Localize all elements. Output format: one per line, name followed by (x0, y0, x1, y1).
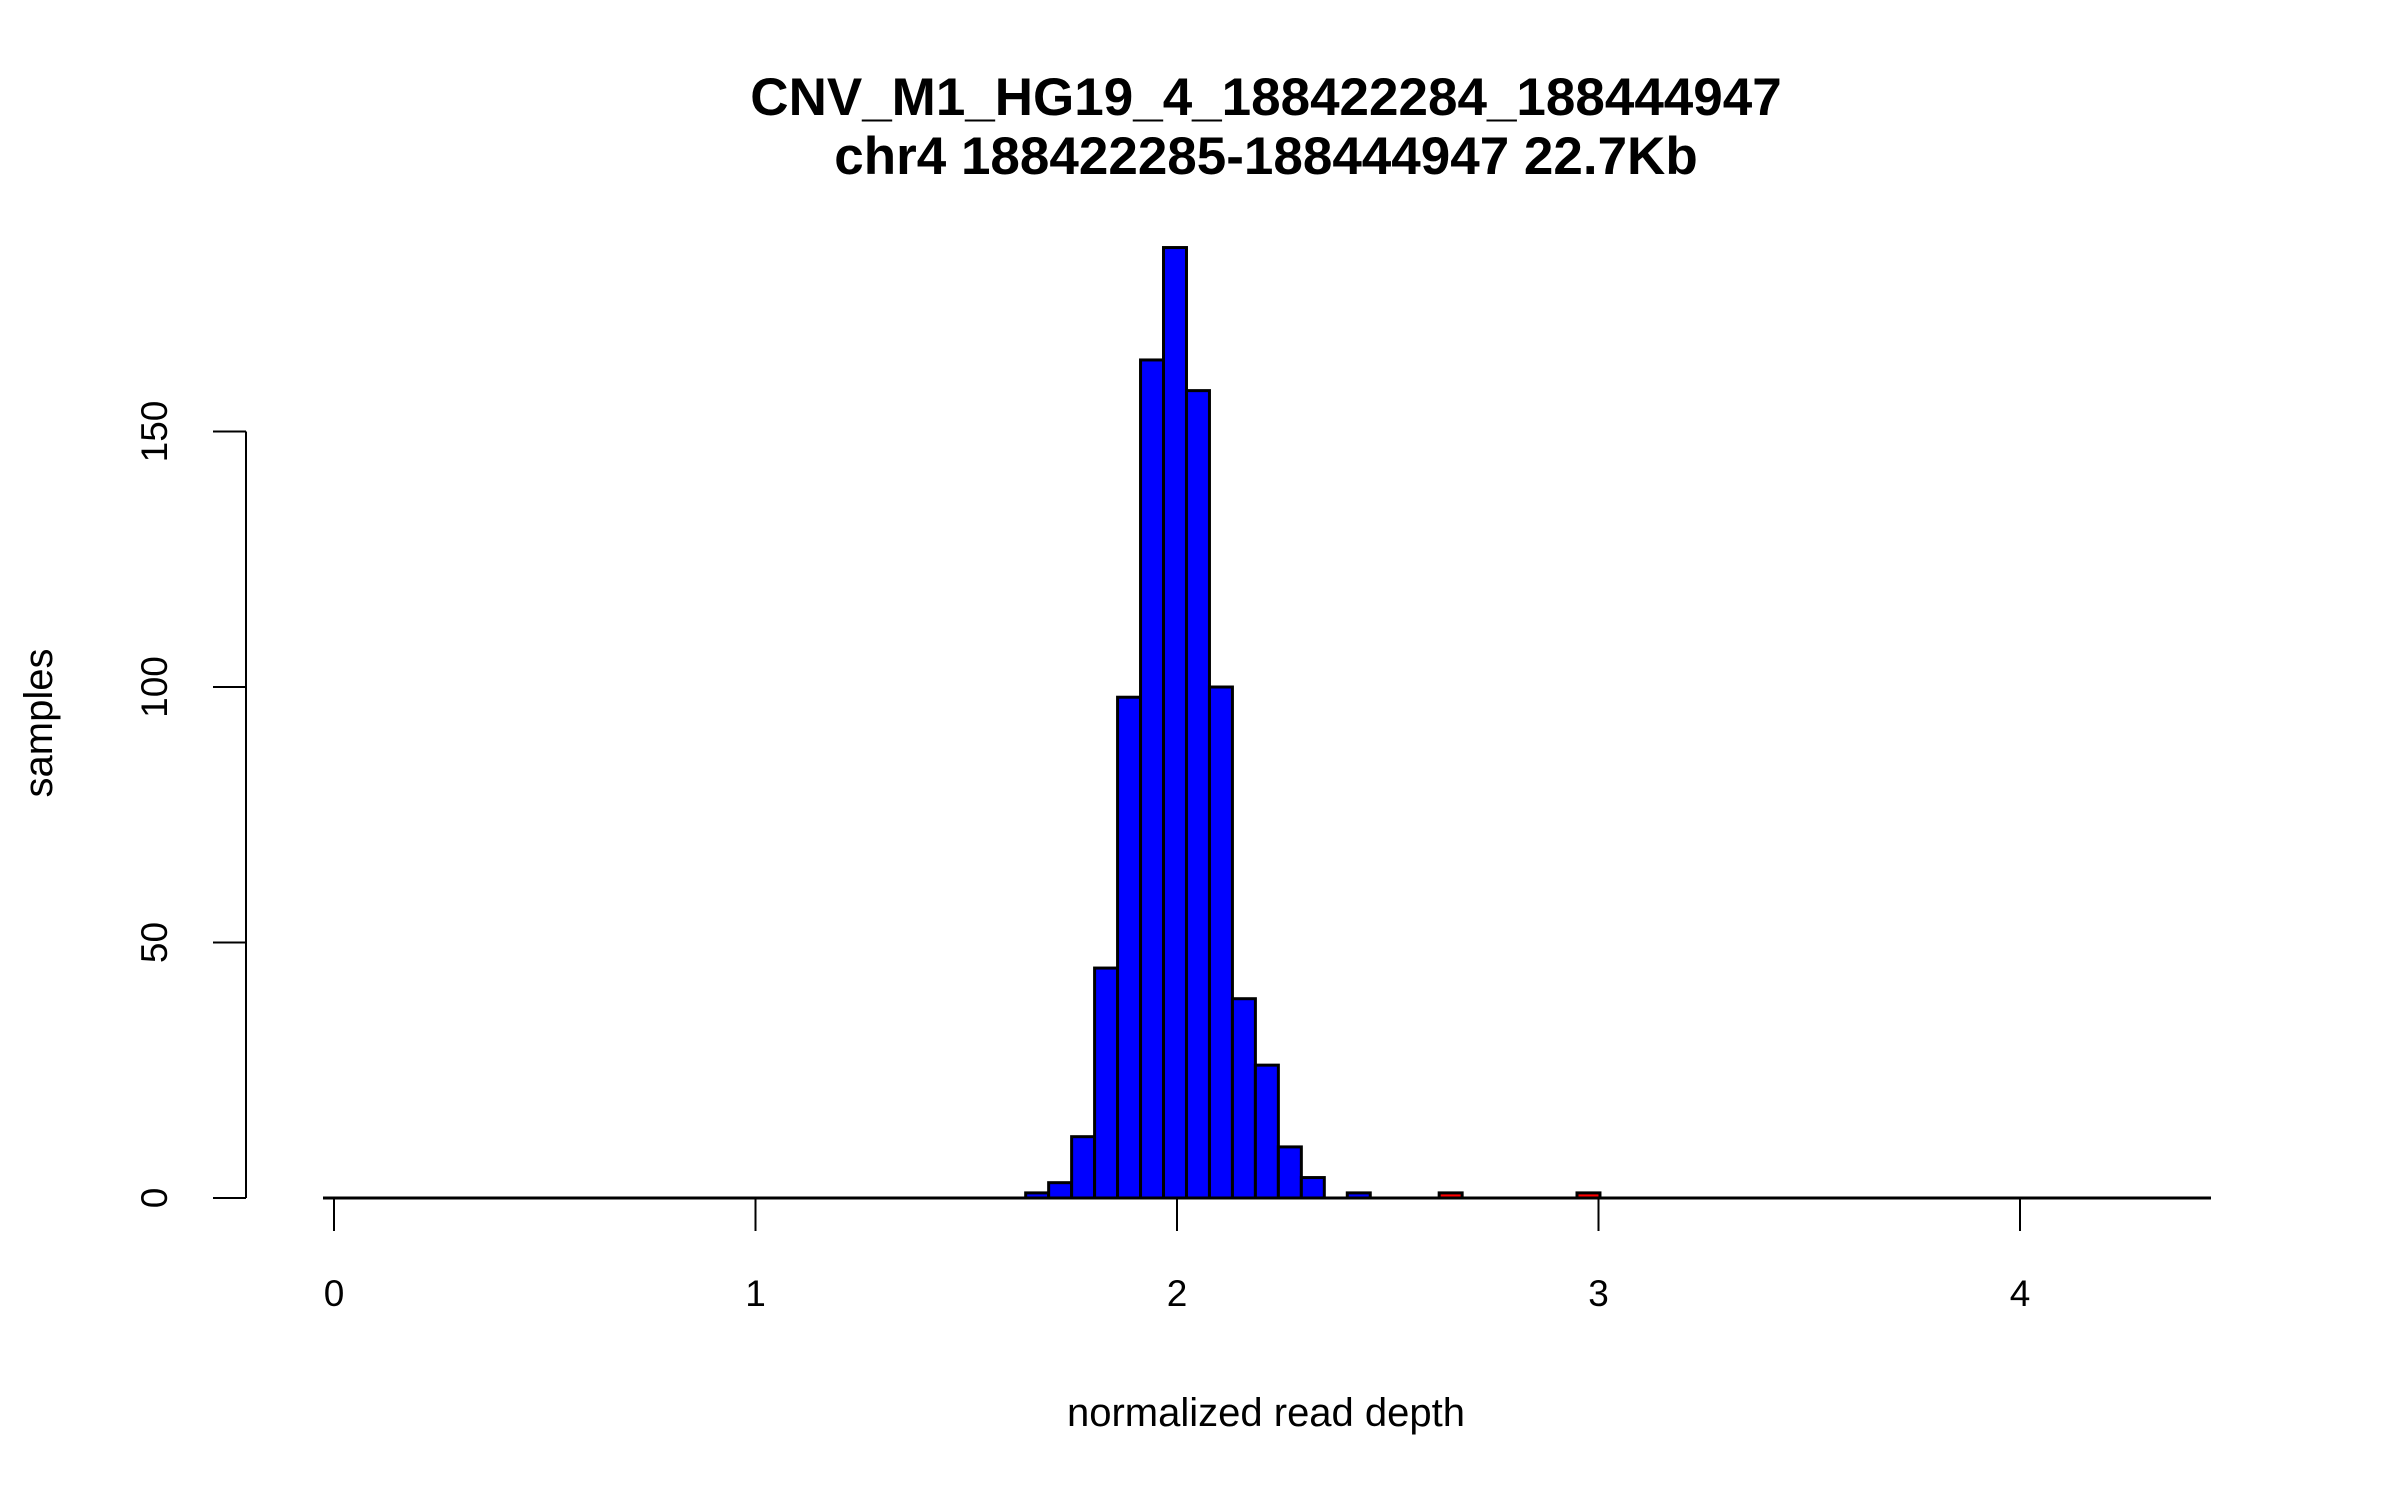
x-tick-label: 2 (1167, 1273, 1188, 1314)
histogram-bar (1070, 1135, 1097, 1200)
y-tick-label: 100 (134, 656, 175, 718)
x-axis: 0 1 2 3 4 (324, 1198, 2031, 1314)
y-axis: 0 50 100 150 (134, 401, 247, 1209)
chart-title: CNV_M1_HG19_4_188422284_188444947 (750, 68, 1781, 127)
histogram-bar (1230, 997, 1257, 1200)
histogram-bar (1276, 1145, 1303, 1200)
histogram-bar (1139, 358, 1166, 1200)
histogram-bar (1299, 1176, 1326, 1200)
histogram-bar (1207, 685, 1234, 1200)
histogram-bar (1184, 389, 1211, 1200)
histogram-bar (1047, 1181, 1074, 1200)
y-axis-label: samples (17, 649, 61, 798)
histogram-bar (1116, 695, 1143, 1200)
y-tick-label: 150 (134, 401, 175, 463)
x-tick-label: 1 (745, 1273, 766, 1314)
x-tick-label: 3 (1588, 1273, 1609, 1314)
histogram-bar (1253, 1063, 1280, 1200)
y-tick-label: 0 (134, 1188, 175, 1209)
y-tick-label: 50 (134, 922, 175, 963)
bars (1024, 246, 1602, 1200)
x-tick-label: 4 (2010, 1273, 2031, 1314)
histogram-bar (1162, 246, 1188, 1200)
x-tick-label: 0 (324, 1273, 345, 1314)
histogram-bar (1093, 966, 1120, 1200)
chart-subtitle: chr4 188422285-188444947 22.7Kb (834, 127, 1697, 186)
x-axis-label: normalized read depth (1067, 1391, 1465, 1435)
